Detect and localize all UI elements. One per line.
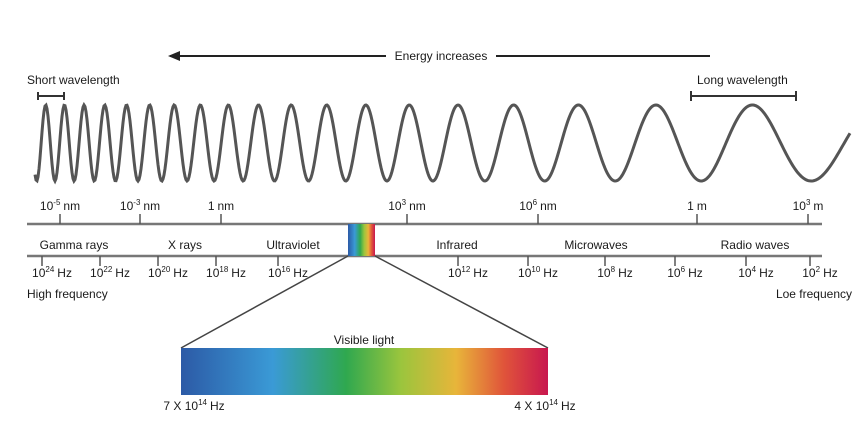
unit: Hz: [543, 266, 558, 280]
base: 4 X 10: [514, 399, 549, 413]
frequency-label: 104 Hz: [738, 265, 773, 280]
visible-band: [348, 224, 375, 256]
unit: m: [813, 199, 823, 213]
band-label: Radio waves: [721, 238, 790, 252]
frequency-label: 1012 Hz: [448, 265, 488, 280]
base: 10: [667, 266, 681, 280]
exponent: 24: [45, 265, 54, 274]
unit: nm: [540, 199, 557, 213]
unit: nm: [63, 199, 80, 213]
base: 10: [120, 199, 134, 213]
base: 10: [148, 266, 162, 280]
short-bracket: [37, 92, 65, 100]
unit: Hz: [231, 266, 246, 280]
base: 10: [738, 266, 752, 280]
unit: Hz: [473, 266, 488, 280]
long-wavelength-label: Long wavelength: [697, 73, 788, 87]
exponent: 3: [402, 198, 407, 207]
exponent: 14: [198, 398, 207, 407]
exponent: 6: [681, 265, 686, 274]
unit: Hz: [173, 266, 188, 280]
exponent: 22: [103, 265, 112, 274]
frequency-label: 106 Hz: [667, 265, 702, 280]
exponent: 8: [611, 265, 616, 274]
base: 1: [687, 199, 694, 213]
wave: [33, 101, 852, 185]
exponent: 3: [806, 198, 811, 207]
unit: Hz: [210, 399, 225, 413]
base: 10: [518, 266, 532, 280]
frequency-label: 1016 Hz: [268, 265, 308, 280]
base: 10: [40, 199, 54, 213]
base: 10: [388, 199, 402, 213]
wavelength-label: 10-3 nm: [120, 198, 160, 213]
frequency-label: 1010 Hz: [518, 265, 558, 280]
band-label: Microwaves: [564, 238, 627, 252]
base: 10: [206, 266, 220, 280]
unit: Hz: [618, 266, 633, 280]
base: 7 X 10: [163, 399, 198, 413]
long-bracket: [690, 91, 797, 101]
unit: nm: [143, 199, 160, 213]
band-label: Ultraviolet: [266, 238, 320, 252]
frequency-label: 1018 Hz: [206, 265, 246, 280]
base: 10: [90, 266, 104, 280]
zoom-line: [180, 255, 349, 349]
unit: Hz: [688, 266, 703, 280]
exponent: 16: [281, 265, 290, 274]
short-wavelength-label: Short wavelength: [27, 73, 120, 87]
band-label: Gamma rays: [40, 238, 109, 252]
unit: nm: [218, 199, 235, 213]
visible-light-title: Visible light: [334, 333, 395, 347]
exponent: 14: [549, 398, 558, 407]
low-frequency-label: Loe frequency: [776, 287, 852, 301]
visible-spectrum: [181, 348, 548, 395]
frequency-label: 1020 Hz: [148, 265, 188, 280]
visible-left-label: 7 X 1014 Hz: [163, 398, 224, 413]
unit: Hz: [115, 266, 130, 280]
visible-right-label: 4 X 1014 Hz: [514, 398, 575, 413]
frequency-label: 1024 Hz: [32, 265, 72, 280]
frequency-label: 1022 Hz: [90, 265, 130, 280]
base: 10: [802, 266, 816, 280]
base: 10: [597, 266, 611, 280]
zoom-line: [374, 255, 549, 349]
wavelength-label: 1 nm: [208, 199, 234, 213]
exponent: 4: [752, 265, 757, 274]
wavelength-label: 103 m: [793, 198, 824, 213]
base: 10: [268, 266, 282, 280]
base: 10: [32, 266, 46, 280]
exponent: 10: [531, 265, 540, 274]
base: 10: [793, 199, 807, 213]
wavelength-label: 103 nm: [388, 198, 425, 213]
frequency-label: 108 Hz: [597, 265, 632, 280]
exponent: 18: [219, 265, 228, 274]
wavelength-label: 106 nm: [519, 198, 556, 213]
unit: Hz: [57, 266, 72, 280]
exponent: -3: [133, 198, 141, 207]
band-label: Infrared: [436, 238, 477, 252]
band-label: X rays: [168, 238, 202, 252]
base: 10: [448, 266, 462, 280]
unit: nm: [409, 199, 426, 213]
base: 10: [519, 199, 533, 213]
unit: m: [697, 199, 707, 213]
unit: Hz: [759, 266, 774, 280]
exponent: 12: [461, 265, 470, 274]
unit: Hz: [293, 266, 308, 280]
exponent: 6: [533, 198, 538, 207]
exponent: 20: [161, 265, 170, 274]
base: 1: [208, 199, 215, 213]
unit: Hz: [823, 266, 838, 280]
exponent: -5: [53, 198, 61, 207]
wavelength-label: 10-5 nm: [40, 198, 80, 213]
exponent: 2: [816, 265, 821, 274]
frequency-label: 102 Hz: [802, 265, 837, 280]
unit: Hz: [561, 399, 576, 413]
high-frequency-label: High frequency: [27, 287, 108, 301]
energy-label: Energy increases: [395, 49, 488, 63]
